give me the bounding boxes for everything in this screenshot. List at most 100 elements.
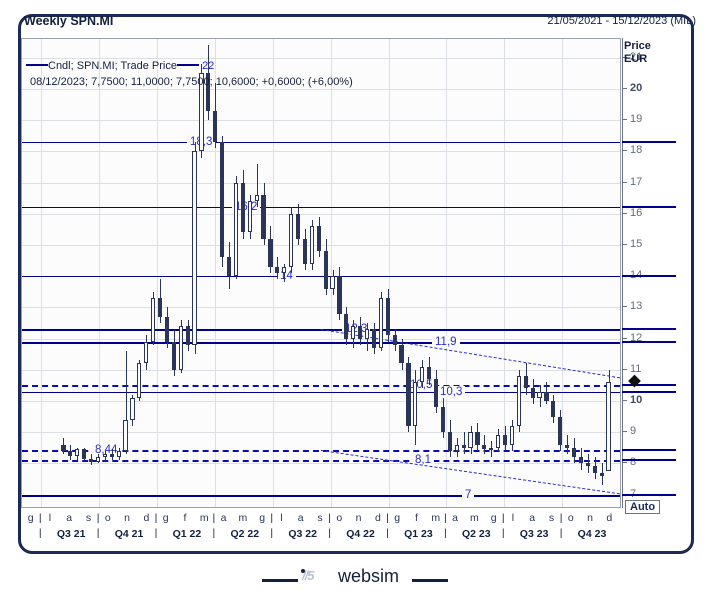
time-axis-quarter-tick: |	[559, 527, 563, 539]
candle-body[interactable]	[302, 238, 308, 264]
auto-scale-button[interactable]: Auto	[625, 500, 661, 514]
candle-body[interactable]	[233, 182, 239, 277]
candle-body[interactable]	[468, 432, 473, 448]
reference-line[interactable]	[22, 207, 620, 209]
reference-line[interactable]	[22, 391, 620, 393]
candle-body[interactable]	[427, 366, 432, 380]
candle-body[interactable]	[558, 416, 563, 445]
candle-body[interactable]	[351, 326, 356, 339]
candle-body[interactable]	[585, 463, 590, 467]
candle-body[interactable]	[102, 453, 107, 458]
candle-body[interactable]	[371, 329, 377, 348]
candle-body[interactable]	[454, 444, 459, 451]
candle-body[interactable]	[413, 382, 418, 426]
candle-body[interactable]	[399, 344, 404, 364]
candle-body[interactable]	[592, 466, 597, 473]
candle-body[interactable]	[551, 400, 556, 417]
candle-body[interactable]	[358, 326, 363, 339]
candle-body[interactable]	[385, 297, 390, 336]
candle-body[interactable]	[496, 435, 501, 448]
candle-body[interactable]	[95, 457, 101, 462]
candle-body[interactable]	[240, 182, 245, 233]
candle-body[interactable]	[130, 397, 135, 420]
candle-body[interactable]	[606, 382, 611, 472]
candle-body[interactable]	[171, 341, 176, 370]
candle-body[interactable]	[537, 391, 542, 398]
candle-body[interactable]	[151, 297, 156, 342]
candle-body[interactable]	[157, 297, 163, 317]
candle-body[interactable]	[164, 316, 170, 342]
reference-line[interactable]	[22, 276, 620, 278]
candle-body[interactable]	[523, 375, 528, 389]
candle-body[interactable]	[440, 407, 446, 433]
time-axis-quarter-separator: |	[212, 512, 216, 524]
candle-body[interactable]	[109, 453, 114, 458]
candle-body[interactable]	[392, 335, 397, 345]
time-axis[interactable]: g l a s o n d g f m a m g l a s o n d g f m a m g l a s o n d | | Q3 21 | |…	[21, 512, 621, 552]
candle-body[interactable]	[206, 73, 211, 111]
candle-body[interactable]	[599, 472, 604, 476]
candle-body[interactable]	[282, 266, 287, 273]
candle-body[interactable]	[420, 366, 425, 383]
candle-body[interactable]	[254, 195, 259, 202]
candle-body[interactable]	[247, 201, 252, 233]
candle-body[interactable]	[82, 449, 87, 459]
candle-body[interactable]	[571, 447, 577, 458]
price-axis[interactable]: 212019181716151413121110987	[622, 38, 676, 508]
candle-body[interactable]	[309, 226, 314, 264]
candle-body[interactable]	[220, 141, 225, 258]
candle-body[interactable]	[565, 444, 570, 448]
candle-body[interactable]	[578, 457, 584, 464]
reference-line[interactable]	[22, 329, 620, 332]
candle-body[interactable]	[433, 379, 439, 408]
candle-body[interactable]	[406, 363, 411, 426]
candle-body[interactable]	[88, 458, 94, 462]
candle-body[interactable]	[475, 432, 480, 445]
candle-body[interactable]	[378, 297, 383, 348]
candle-body[interactable]	[509, 425, 515, 445]
candle-body[interactable]	[316, 226, 321, 252]
reference-line[interactable]	[22, 141, 620, 143]
candle-body[interactable]	[330, 276, 335, 289]
reference-line[interactable]	[22, 460, 620, 463]
candle-body[interactable]	[337, 276, 342, 314]
candle-body[interactable]	[123, 419, 128, 451]
reference-line[interactable]	[22, 449, 620, 452]
quote-ohlc: 08/12/2023; 7,7500; 11,0000; 7,7500; 10,…	[30, 76, 259, 88]
candle-body[interactable]	[185, 326, 190, 345]
candle-body[interactable]	[178, 326, 183, 370]
candle-body[interactable]	[199, 73, 204, 152]
candle-body[interactable]	[137, 363, 142, 398]
axis-tick	[622, 243, 627, 245]
candle-body[interactable]	[289, 213, 294, 267]
candle-body[interactable]	[516, 375, 521, 426]
candle-body[interactable]	[482, 444, 487, 450]
candle-body[interactable]	[75, 449, 80, 456]
candle-body[interactable]	[364, 329, 370, 339]
candle-body[interactable]	[192, 151, 197, 345]
candle-body[interactable]	[68, 450, 73, 456]
candle-body[interactable]	[502, 435, 508, 445]
time-axis-month-label: g	[27, 512, 34, 524]
reference-line[interactable]	[22, 494, 620, 497]
candle-body[interactable]	[275, 266, 280, 273]
time-axis-month-label: m	[199, 512, 209, 524]
candle-body[interactable]	[268, 238, 273, 267]
candle-body[interactable]	[344, 313, 349, 339]
candle-body[interactable]	[489, 447, 494, 450]
reference-line[interactable]	[22, 385, 620, 388]
candle-body[interactable]	[226, 257, 232, 277]
candle-body[interactable]	[323, 251, 328, 289]
candle-body[interactable]	[461, 444, 466, 448]
candle-body[interactable]	[61, 444, 66, 451]
candle-body[interactable]	[447, 432, 452, 451]
candle-body[interactable]	[544, 391, 549, 401]
reference-line[interactable]	[22, 341, 620, 344]
candle-body[interactable]	[530, 388, 535, 398]
candle-body[interactable]	[144, 341, 149, 364]
candle-body[interactable]	[261, 195, 266, 239]
candle-body[interactable]	[116, 450, 121, 458]
candle-body[interactable]	[295, 213, 301, 239]
candle-body[interactable]	[213, 110, 218, 142]
